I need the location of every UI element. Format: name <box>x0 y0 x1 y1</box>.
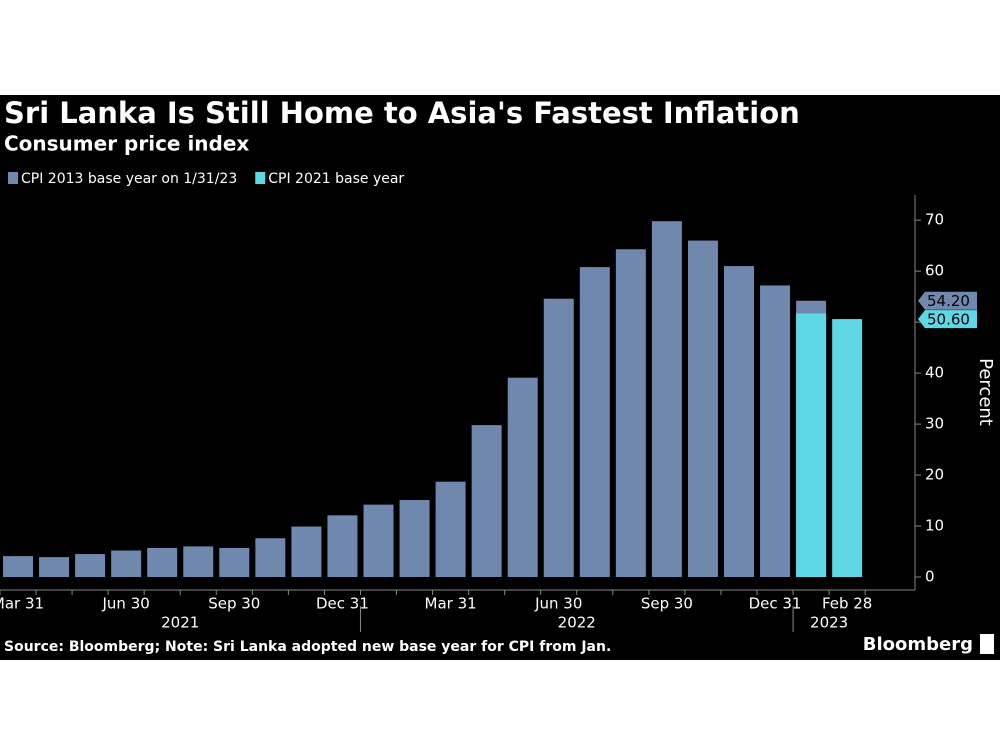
value-label: 54.20 <box>927 292 970 310</box>
y-tick-label: 40 <box>925 364 944 382</box>
y-axis-label: Percent <box>975 358 996 426</box>
x-tick-label: Dec 31 <box>316 595 369 613</box>
bar <box>579 267 610 577</box>
bar <box>219 547 250 577</box>
bar <box>543 298 574 577</box>
legend-label: CPI 2013 base year on 1/31/23 <box>21 171 237 187</box>
y-tick-label: 20 <box>925 466 944 484</box>
bar <box>399 500 430 577</box>
bar <box>471 425 502 577</box>
bar <box>39 557 70 577</box>
bar <box>363 504 394 577</box>
x-tick-label: Dec 31 <box>749 595 802 613</box>
bar <box>111 550 142 577</box>
bar <box>435 481 466 577</box>
bar <box>832 319 863 577</box>
value-label-tag <box>918 291 977 310</box>
y-tick-label: 60 <box>925 262 944 280</box>
bar <box>796 313 827 577</box>
bar <box>687 240 718 578</box>
y-tick-label: 30 <box>925 415 944 433</box>
year-label: 2023 <box>810 614 848 632</box>
value-label: 50.60 <box>927 311 970 329</box>
x-tick-label: Mar 31 <box>0 595 44 613</box>
bar <box>760 285 791 577</box>
legend-swatch <box>8 172 18 184</box>
bar <box>724 266 754 577</box>
legend-label: CPI 2021 base year <box>268 171 404 187</box>
x-tick-label: Mar 31 <box>425 595 477 613</box>
y-tick-label: 0 <box>925 568 935 586</box>
bar <box>75 554 106 577</box>
x-tick-label: Jun 30 <box>102 595 150 613</box>
bar <box>3 556 33 577</box>
source-note: Source: Bloomberg; Note: Sri Lanka adopt… <box>4 639 611 655</box>
x-tick-label: Sep 30 <box>641 595 693 613</box>
x-tick-label: Feb 28 <box>822 595 872 613</box>
bar <box>651 221 682 578</box>
x-tick-label: Sep 30 <box>208 595 260 613</box>
bar <box>183 546 214 577</box>
brand: Bloomberg <box>863 634 973 655</box>
chart-subtitle: Consumer price index <box>4 132 249 156</box>
chart-title: Sri Lanka Is Still Home to Asia's Fastes… <box>4 96 800 130</box>
legend-swatch <box>255 172 266 184</box>
value-label-tag <box>918 310 977 329</box>
x-tick-label: Jun 30 <box>534 595 582 613</box>
year-label: 2021 <box>161 614 199 632</box>
bar <box>255 538 286 577</box>
year-label: 2022 <box>558 614 596 632</box>
bar <box>291 526 322 577</box>
bar <box>507 377 538 577</box>
bar <box>147 547 178 577</box>
bar <box>615 249 646 578</box>
y-tick-label: 70 <box>925 211 944 229</box>
y-tick-label: 10 <box>925 517 944 535</box>
bar <box>327 515 358 577</box>
brand-icon <box>980 634 994 654</box>
